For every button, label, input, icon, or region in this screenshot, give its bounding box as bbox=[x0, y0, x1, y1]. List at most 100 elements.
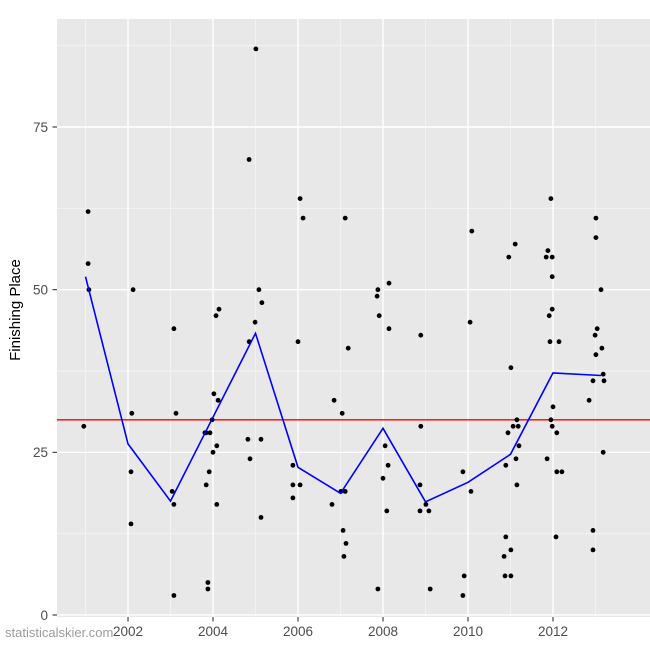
data-point bbox=[554, 469, 560, 475]
data-point bbox=[245, 436, 251, 442]
data-point bbox=[501, 554, 507, 559]
data-point bbox=[252, 319, 258, 325]
data-point bbox=[423, 502, 429, 507]
data-point bbox=[171, 593, 177, 598]
grid-minor-layer bbox=[57, 19, 650, 617]
data-point bbox=[340, 528, 346, 533]
data-point bbox=[128, 521, 134, 527]
data-point bbox=[81, 423, 87, 429]
data-point bbox=[544, 456, 550, 462]
data-point bbox=[130, 287, 136, 293]
data-point bbox=[382, 443, 388, 449]
data-point bbox=[214, 443, 220, 449]
data-point bbox=[508, 365, 514, 371]
data-point bbox=[549, 254, 555, 260]
data-point bbox=[593, 215, 599, 221]
data-point bbox=[205, 586, 211, 592]
data-point bbox=[598, 287, 604, 293]
data-point bbox=[258, 515, 264, 520]
data-point bbox=[601, 378, 607, 384]
data-point bbox=[290, 495, 296, 501]
data-point bbox=[297, 196, 303, 202]
data-point bbox=[384, 508, 390, 514]
data-point bbox=[418, 332, 424, 338]
x-tick-label: 2004 bbox=[198, 624, 229, 639]
panel-layer bbox=[57, 19, 650, 617]
data-point bbox=[508, 547, 514, 553]
data-point bbox=[171, 326, 177, 332]
grid-major-layer bbox=[57, 19, 650, 617]
data-point bbox=[85, 261, 91, 266]
y-tick-label: 0 bbox=[40, 608, 48, 623]
data-point bbox=[546, 313, 552, 319]
data-point bbox=[418, 423, 424, 429]
data-point bbox=[594, 326, 600, 332]
data-point bbox=[592, 332, 598, 338]
data-point bbox=[253, 46, 259, 52]
data-point bbox=[510, 423, 516, 429]
data-point bbox=[506, 254, 512, 260]
data-point bbox=[549, 306, 555, 312]
data-point bbox=[559, 469, 565, 475]
data-point bbox=[513, 456, 519, 462]
x-tick-label: 2010 bbox=[453, 624, 483, 639]
data-point bbox=[211, 391, 217, 397]
data-point bbox=[547, 339, 553, 345]
data-point bbox=[549, 423, 555, 429]
data-point bbox=[553, 534, 559, 540]
data-point bbox=[169, 489, 175, 494]
data-points-layer bbox=[81, 46, 607, 598]
data-point bbox=[514, 417, 520, 423]
data-point bbox=[207, 430, 213, 436]
data-point bbox=[375, 586, 381, 592]
data-point bbox=[590, 378, 596, 384]
data-point bbox=[259, 300, 265, 306]
data-point bbox=[460, 469, 466, 475]
data-point bbox=[290, 462, 296, 468]
watermark: statisticalskier.com bbox=[5, 625, 113, 640]
data-point bbox=[247, 456, 253, 462]
data-point bbox=[508, 573, 514, 579]
data-point bbox=[426, 508, 432, 514]
data-point bbox=[213, 313, 219, 319]
data-point bbox=[329, 502, 335, 507]
data-point bbox=[548, 417, 554, 423]
data-point bbox=[502, 573, 508, 579]
data-point bbox=[586, 397, 592, 403]
data-point bbox=[468, 489, 474, 494]
data-point bbox=[85, 209, 91, 215]
data-point bbox=[386, 326, 392, 332]
panel-background bbox=[57, 19, 650, 617]
data-point bbox=[503, 462, 509, 468]
data-point bbox=[173, 410, 179, 416]
data-point bbox=[467, 319, 473, 325]
data-point bbox=[590, 547, 596, 553]
axis-layer: 2002 2004 2006 2008 2010 2012 0 25 50 75 bbox=[33, 120, 568, 639]
data-point bbox=[554, 430, 560, 436]
data-point bbox=[206, 469, 212, 475]
data-point bbox=[599, 345, 605, 351]
data-point bbox=[246, 157, 252, 162]
data-point bbox=[600, 449, 606, 455]
data-point bbox=[300, 215, 306, 221]
y-tick-label: 25 bbox=[33, 445, 48, 460]
data-point bbox=[460, 593, 466, 598]
data-point bbox=[210, 449, 216, 455]
data-point bbox=[129, 410, 135, 416]
data-point bbox=[374, 293, 380, 299]
data-point bbox=[417, 508, 423, 514]
data-point bbox=[548, 196, 554, 202]
data-point bbox=[386, 280, 392, 286]
data-point bbox=[290, 482, 296, 488]
data-point bbox=[375, 287, 381, 293]
data-point bbox=[550, 404, 556, 410]
data-point bbox=[516, 443, 522, 449]
data-point bbox=[417, 482, 423, 488]
data-point bbox=[342, 215, 348, 221]
data-point bbox=[549, 274, 555, 280]
data-point bbox=[258, 436, 264, 442]
data-point bbox=[215, 397, 221, 403]
data-point bbox=[593, 352, 599, 358]
